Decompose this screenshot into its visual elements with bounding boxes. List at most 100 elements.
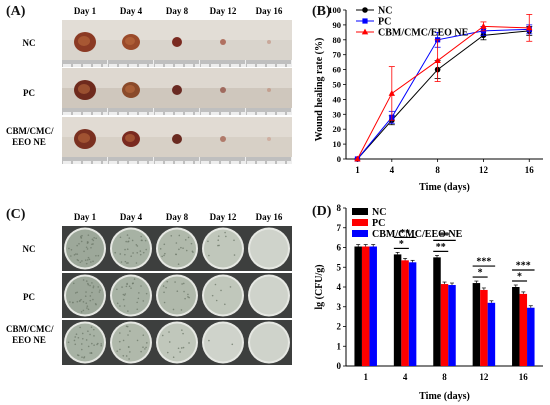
significance-label: *** [516,261,531,272]
bar [527,307,535,366]
day-header: Day 16 [255,6,283,16]
significance-label: ** [436,242,446,253]
bar [361,246,370,366]
x-tick-label: 4 [390,165,395,175]
bar [408,262,417,366]
petri-plate [108,320,154,365]
significance-label: ** [400,228,410,239]
day-header: Day 1 [73,6,97,16]
wound-photo [246,68,292,115]
data-point [526,24,533,31]
wound-photo [200,20,246,67]
petri-plate [62,273,108,318]
group-row-label: CBM/CMC/EEO NE [6,126,54,148]
bar [487,302,496,366]
petri-plate [246,320,292,365]
y-tick-label: 10 [333,139,342,149]
wound-photo [246,20,292,67]
panel-b-label: (B) [312,4,331,19]
wound-photo [154,117,200,164]
day-header: Day 12 [209,212,237,222]
y-tick-label: 3 [337,302,342,312]
data-point [434,57,441,64]
x-tick-label: 16 [519,372,529,382]
day-header: Day 16 [255,212,283,222]
legend-label: NC [372,207,386,218]
day-header: Day 4 [119,6,143,16]
y-tick-label: 70 [333,50,342,60]
wound-healing-line-chart: 0 10 20 30 40 50 60 70 80 90 100 1 4 8 12 16 Time (days)… [314,5,543,193]
group-label-line: EEO NE [12,137,46,147]
significance-label: * [399,239,404,250]
wound-photo [62,117,108,164]
series-line [357,28,530,160]
wound-photo [200,68,246,115]
significance-label: * [478,268,483,279]
y-tick-label: 60 [333,65,342,75]
group-label-line: PC [23,292,35,302]
y-tick-label: 50 [333,80,342,90]
group-label-line: CBM/CMC/ [6,126,54,136]
y-tick-label: 20 [333,124,342,134]
petri-plate [62,320,108,365]
y-tick-label: 40 [333,94,342,104]
y-tick-label: 5 [337,262,342,272]
bar [472,283,481,366]
group-label-line: NC [22,244,36,254]
y-tick-label: 8 [337,203,342,213]
y-tick-label: 0 [337,361,342,371]
group-label-line: CBM/CMC/ [6,324,54,334]
petri-plate [246,273,292,318]
legend-marker [361,28,369,35]
x-axis-label: Time (days) [419,391,470,402]
x-tick-label: 8 [435,165,440,175]
bar [480,289,488,366]
bar [512,287,520,366]
petri-plate [200,226,246,271]
significance-label: ** [440,231,450,242]
x-tick-label: 4 [403,372,408,382]
series-line [357,30,530,160]
legend-swatch [352,219,368,226]
day-header: Day 1 [73,212,97,222]
significance-label: * [517,272,522,283]
bar [519,293,528,366]
x-tick-label: 1 [363,372,368,382]
petri-plate [108,226,154,271]
day-header: Day 12 [209,6,237,16]
legend-marker [362,18,368,24]
wound-photo [108,117,154,164]
group-row-label: PC [6,88,52,99]
legend-label: CBM/CMC/EEO NE [372,229,463,240]
legend-label: PC [372,218,385,229]
bar [448,285,456,366]
legend-label: CBM/CMC/EEO NE [378,28,469,39]
legend-label: NC [378,6,392,17]
legend-swatch [352,208,368,215]
x-axis-label: Time (days) [419,182,470,193]
wound-photo [200,117,246,164]
petri-plate [108,273,154,318]
petri-plate [200,320,246,365]
data-point [388,90,396,96]
wound-photo [62,68,108,115]
bar [393,254,402,366]
data-point [354,155,361,162]
y-tick-label: 4 [337,282,342,292]
legend-label: PC [378,17,391,28]
wound-photo [246,117,292,164]
legend-marker [362,7,368,13]
bar [369,246,377,366]
day-header: Day 8 [165,6,189,16]
group-label-line: PC [23,88,35,98]
petri-plate [246,226,292,271]
x-tick-label: 16 [525,165,535,175]
group-row-label: NC [6,244,52,255]
group-row-label: CBM/CMC/EEO NE [6,324,54,346]
group-row-label: NC [6,38,52,49]
bar [354,246,362,366]
wound-photo [108,20,154,67]
y-axis-label: lg (CFU/g) [314,264,325,309]
data-point [480,22,487,29]
significance-label: *** [476,257,491,268]
